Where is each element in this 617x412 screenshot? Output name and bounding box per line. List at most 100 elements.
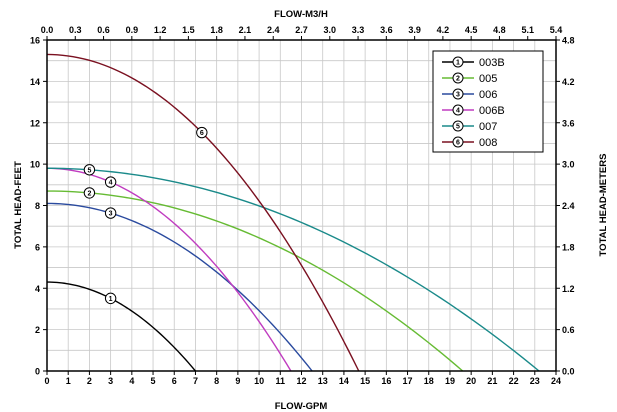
x2-tick-label: 3.3 bbox=[352, 25, 365, 35]
x2-tick-label: 4.8 bbox=[493, 25, 506, 35]
x-tick-label: 19 bbox=[445, 376, 455, 386]
y2-tick-label: 3.6 bbox=[562, 118, 575, 128]
x-tick-label: 12 bbox=[296, 376, 306, 386]
x2-tick-label: 5.1 bbox=[521, 25, 534, 35]
series-curve-003B bbox=[46, 281, 196, 372]
x-tick-label: 20 bbox=[466, 376, 476, 386]
x-tick-label: 1 bbox=[66, 376, 71, 386]
legend-box bbox=[432, 50, 544, 153]
x-tick-label: 9 bbox=[235, 376, 240, 386]
x2-tick-label: 3.9 bbox=[408, 25, 421, 35]
x-tick-label: 5 bbox=[151, 376, 156, 386]
x-tick-label: 11 bbox=[276, 376, 286, 386]
legend-label: 006B bbox=[479, 105, 505, 117]
series-marker-005 bbox=[83, 187, 96, 199]
x2-tick-label: 1.2 bbox=[154, 25, 167, 35]
x-tick-label: 15 bbox=[360, 376, 370, 386]
x2-tick-label: 1.8 bbox=[210, 25, 223, 35]
y2-tick-label: 3.0 bbox=[562, 160, 575, 170]
x2-tick-label: 0.0 bbox=[41, 25, 54, 35]
y2-tick-label: 4.8 bbox=[562, 36, 575, 46]
legend-marker bbox=[452, 104, 464, 116]
legend-marker-label: 5 bbox=[456, 124, 460, 131]
series-marker-003B bbox=[104, 292, 117, 305]
series-curve-007 bbox=[46, 167, 540, 372]
x-tick-label: 10 bbox=[254, 376, 264, 386]
y-tick-label: 4 bbox=[35, 284, 40, 294]
x2-tick-label: 3.0 bbox=[324, 25, 337, 35]
series-marker-label: 5 bbox=[87, 167, 91, 174]
x-axis-title: FLOW-GPM bbox=[275, 401, 328, 412]
y-tick-label: 8 bbox=[35, 201, 40, 211]
y2-tick-label: 4.2 bbox=[562, 77, 575, 87]
x2-tick-label: 1.5 bbox=[182, 25, 195, 35]
y2-tick-label: 1.8 bbox=[562, 242, 575, 252]
series-marker-label: 4 bbox=[109, 180, 113, 187]
y2-tick-label: 0.0 bbox=[562, 367, 575, 377]
series-marker-label: 2 bbox=[87, 190, 91, 197]
y2-tick-label: 2.4 bbox=[562, 201, 575, 211]
x2-tick-label: 4.2 bbox=[437, 25, 450, 35]
x-tick-label: 17 bbox=[403, 376, 413, 386]
x2-tick-label: 0.3 bbox=[69, 25, 82, 35]
series-marker-label: 6 bbox=[200, 130, 204, 137]
legend-label: 007 bbox=[479, 121, 497, 133]
y2-tick-label: 0.6 bbox=[562, 325, 575, 335]
legend-marker-label: 4 bbox=[456, 108, 460, 115]
y2-tick-label: 1.2 bbox=[562, 284, 575, 294]
legend-marker-label: 1 bbox=[456, 60, 460, 67]
series-marker-006B bbox=[104, 176, 117, 188]
x2-tick-label: 2.4 bbox=[267, 25, 280, 35]
x-tick-label: 21 bbox=[487, 376, 497, 386]
series-curve-005 bbox=[46, 190, 464, 372]
x2-tick-label: 3.6 bbox=[380, 25, 393, 35]
y2-axis-title: TOTAL HEAD-METERS bbox=[598, 154, 609, 257]
x-tick-label: 6 bbox=[172, 376, 177, 386]
series-markers: 1 2 3 4 5 6 bbox=[83, 126, 208, 305]
legend: 1 003B 2 005 3 006 4 006B 5 007 6 008 bbox=[432, 50, 544, 153]
y-tick-label: 14 bbox=[30, 77, 40, 87]
y-tick-label: 10 bbox=[30, 160, 40, 170]
series-marker-label: 3 bbox=[109, 211, 113, 218]
x-tick-label: 18 bbox=[424, 376, 434, 386]
x-tick-label: 13 bbox=[318, 376, 328, 386]
legend-label: 003B bbox=[479, 57, 505, 69]
axis-ticks: 0 1 2 3 4 5 6 7 8 9 10 11 12 13 14 15 16 17 18 19 20 21 22 23 24… bbox=[30, 25, 575, 386]
x2-tick-label: 0.9 bbox=[126, 25, 139, 35]
series-marker-007 bbox=[83, 164, 96, 176]
x-tick-label: 7 bbox=[193, 376, 198, 386]
x-tick-label: 2 bbox=[87, 376, 92, 386]
legend-marker-label: 2 bbox=[456, 76, 460, 83]
y-tick-label: 16 bbox=[30, 36, 40, 46]
series-marker-008 bbox=[196, 126, 208, 139]
legend-marker-label: 3 bbox=[456, 92, 460, 99]
x-tick-label: 23 bbox=[530, 376, 540, 386]
legend-marker bbox=[452, 120, 464, 132]
x-tick-label: 8 bbox=[214, 376, 219, 386]
y-tick-label: 2 bbox=[35, 325, 40, 335]
y-tick-label: 6 bbox=[35, 242, 40, 252]
legend-marker bbox=[452, 136, 464, 148]
x2-axis-title: FLOW-M3/H bbox=[274, 9, 328, 20]
x2-tick-label: 0.6 bbox=[97, 25, 110, 35]
x2-tick-label: 4.5 bbox=[465, 25, 478, 35]
series-curve-006 bbox=[46, 202, 313, 372]
series-marker-006 bbox=[104, 207, 117, 219]
x-tick-label: 14 bbox=[339, 376, 349, 386]
legend-label: 005 bbox=[479, 73, 497, 85]
x2-tick-label: 5.4 bbox=[550, 25, 563, 35]
series-marker-label: 1 bbox=[109, 296, 113, 303]
x2-tick-label: 2.1 bbox=[239, 25, 252, 35]
y-axis-title: TOTAL HEAD-FEET bbox=[13, 161, 24, 249]
x-tick-label: 3 bbox=[108, 376, 113, 386]
legend-marker-label: 6 bbox=[456, 140, 460, 147]
series-curve-006B bbox=[46, 167, 292, 372]
legend-label: 008 bbox=[479, 137, 497, 149]
legend-marker bbox=[452, 88, 464, 100]
legend-marker bbox=[452, 72, 464, 84]
y-tick-label: 12 bbox=[30, 118, 40, 128]
x-tick-label: 4 bbox=[129, 376, 134, 386]
x-tick-label: 16 bbox=[381, 376, 391, 386]
